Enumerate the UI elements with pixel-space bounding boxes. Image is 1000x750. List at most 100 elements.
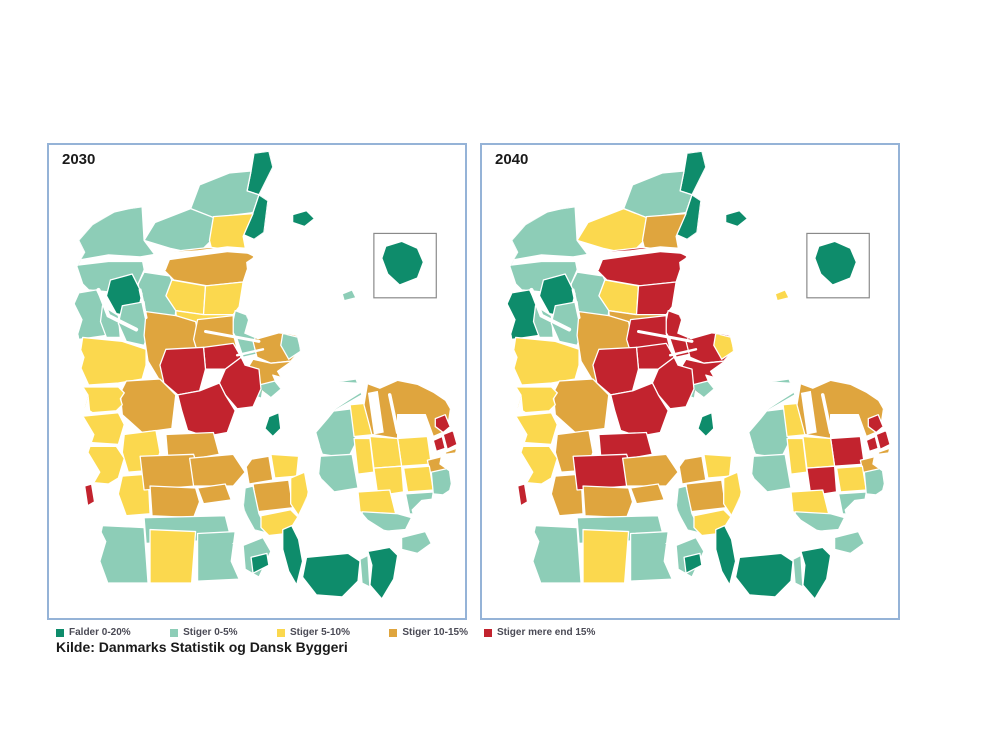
legend-item-0: Falder 0-20% xyxy=(56,627,131,638)
region-kalundborg xyxy=(314,408,357,459)
region-soro xyxy=(353,437,375,475)
legend-label: Stiger mere end 15% xyxy=(497,627,596,638)
region-nyborg xyxy=(723,471,743,517)
region-cph3 xyxy=(432,435,446,452)
region-aabenraa xyxy=(149,528,197,584)
region-jammerbugt xyxy=(576,208,648,255)
region-middelfart xyxy=(244,455,274,485)
region-kalundborg xyxy=(747,408,790,459)
region-cph2 xyxy=(442,429,458,450)
region-struer xyxy=(532,305,554,339)
fjord-water xyxy=(800,390,817,435)
region-samso xyxy=(697,412,715,438)
region-roskilde xyxy=(397,435,432,467)
region-vordingborg xyxy=(794,511,846,533)
region-fano xyxy=(517,483,529,507)
region-rebild_e xyxy=(202,281,244,316)
region-hedensted xyxy=(189,453,246,487)
legend-label: Stiger 5-10% xyxy=(289,627,350,638)
legend-label: Stiger 0-5% xyxy=(183,627,238,638)
region-cph2 xyxy=(875,429,891,450)
region-samso xyxy=(264,412,282,438)
region-mon xyxy=(833,530,865,554)
fjord-water xyxy=(74,392,91,417)
legend-swatch-icon xyxy=(276,628,285,637)
region-lejre xyxy=(369,435,403,469)
region-langeland xyxy=(715,524,737,586)
region-falster xyxy=(800,546,832,600)
legend-label: Stiger 10-15% xyxy=(402,627,468,638)
legend-right: Stiger mere end 15% xyxy=(484,627,595,638)
map-panel-2040: 2040 xyxy=(480,143,900,620)
region-odense xyxy=(685,479,727,513)
fjord-water xyxy=(507,392,524,417)
fjord-water xyxy=(235,348,265,357)
region-struer xyxy=(99,305,121,339)
region-nyborg xyxy=(290,471,310,517)
fjord-water xyxy=(668,348,698,357)
region-slagelse xyxy=(317,453,359,493)
region-herning xyxy=(119,378,177,434)
region-cph3 xyxy=(865,435,879,452)
legend-swatch-icon xyxy=(484,628,492,637)
region-bornholm xyxy=(814,240,858,286)
region-skanderborg xyxy=(177,382,236,438)
legend-swatch-icon xyxy=(389,628,398,637)
panel-title-2040: 2040 xyxy=(495,151,529,168)
region-hjorring xyxy=(189,170,260,219)
region-slagelse xyxy=(750,453,792,493)
legend-item-1: Stiger 0-5% xyxy=(170,627,238,638)
region-cph1 xyxy=(434,414,451,434)
region-esbjerg xyxy=(513,445,558,485)
fjord-water xyxy=(96,287,139,332)
region-roskilde xyxy=(830,435,865,467)
region-djurstip xyxy=(280,332,301,360)
region-varde xyxy=(78,412,125,446)
region-varde xyxy=(511,412,558,446)
region-rebild_e xyxy=(635,281,677,316)
panel-title-2030: 2030 xyxy=(62,151,96,168)
region-jammerbugt xyxy=(143,208,215,255)
region-tonder xyxy=(528,524,582,584)
region-stevns xyxy=(430,467,454,497)
source-text: Kilde: Danmarks Statistik og Dansk Bygge… xyxy=(56,639,348,655)
legend-swatch-icon xyxy=(56,628,64,637)
fjord-water xyxy=(74,246,255,275)
region-langeland xyxy=(282,524,304,586)
region-guldborg xyxy=(359,554,371,588)
denmark-map-2030 xyxy=(74,151,460,600)
region-amager xyxy=(444,447,460,465)
region-soro xyxy=(786,437,808,475)
region-anholt xyxy=(774,289,790,302)
legend-left: Falder 0-20% Stiger 0-5% Stiger 5-10% Stige… xyxy=(56,627,468,638)
region-faxe xyxy=(837,491,867,517)
region-amager xyxy=(877,447,893,465)
region-kolding xyxy=(582,485,634,519)
region-sonderborg xyxy=(196,530,240,582)
map-panel-2030: 2030 xyxy=(47,143,467,620)
region-aero xyxy=(250,552,270,574)
region-vordingborg xyxy=(361,511,413,533)
region-laeso xyxy=(292,209,316,228)
legend-label: Falder 0-20% xyxy=(69,627,131,638)
region-kolding xyxy=(149,485,201,519)
region-sonderborg xyxy=(629,530,673,582)
region-aabenraa xyxy=(582,528,630,584)
region-ringkobing xyxy=(507,386,558,414)
region-djurstip xyxy=(713,332,734,360)
region-nordfyn xyxy=(270,453,300,479)
region-koge xyxy=(402,465,434,493)
region-anholt xyxy=(341,289,357,302)
region-middelfart xyxy=(677,455,707,485)
fjord-water xyxy=(529,287,572,332)
region-faxe xyxy=(404,491,434,517)
region-ringkobing xyxy=(74,386,125,414)
legend-item-4: Stiger mere end 15% xyxy=(484,627,595,638)
denmark-map-2040 xyxy=(507,151,893,600)
region-lolland xyxy=(301,552,361,598)
region-holstebro xyxy=(78,336,147,386)
region-fano xyxy=(84,483,96,507)
fjord-water xyxy=(571,288,581,320)
region-cph1 xyxy=(867,414,884,434)
